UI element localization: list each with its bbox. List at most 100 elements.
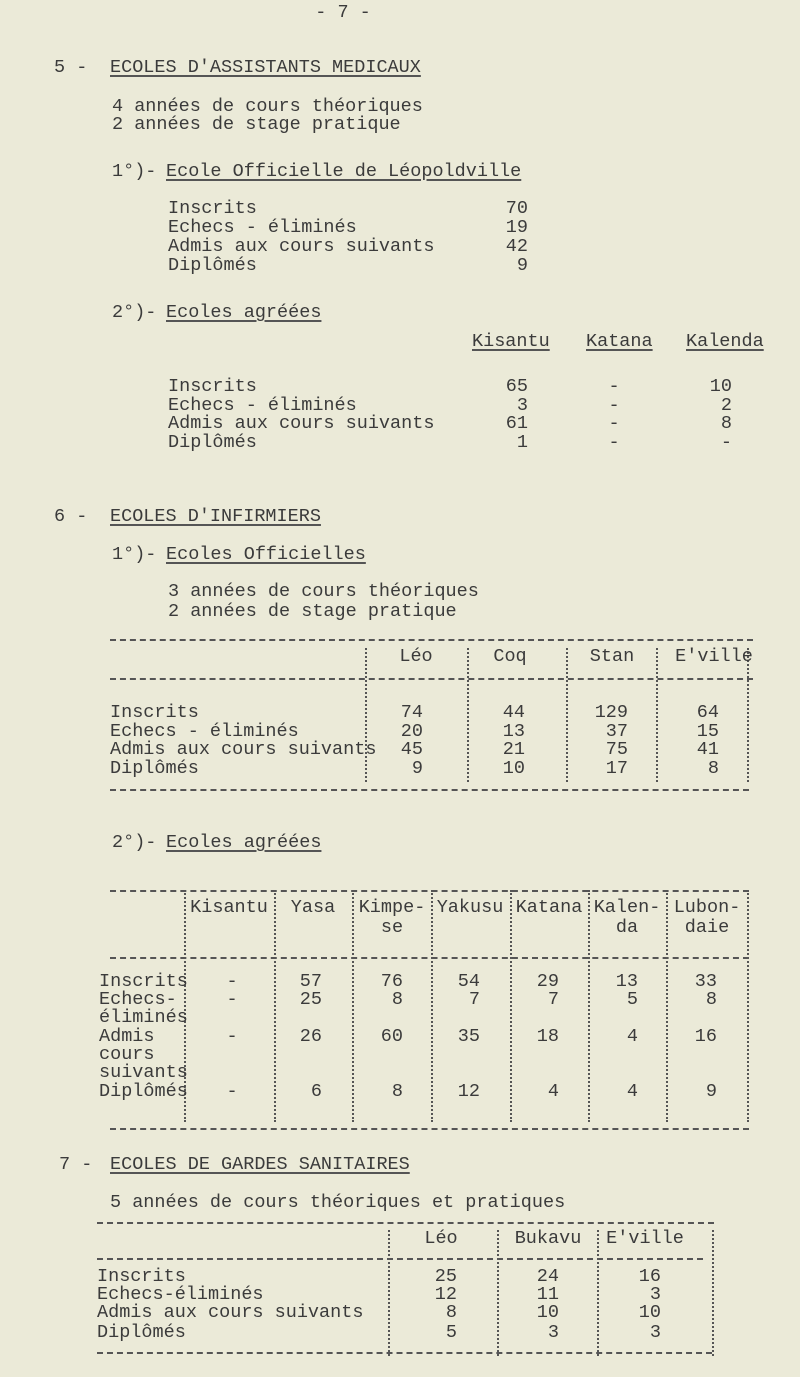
column-header: Katana [515,897,583,918]
cell-value: - [608,376,620,397]
row-label: Admis [99,1026,155,1047]
subsection-number: 1°)- [112,544,157,565]
cell-value: - [226,971,238,992]
row-label: cours [99,1044,155,1065]
table-rule [97,1352,712,1354]
table-rule [110,1128,749,1130]
row-label: Echecs - éliminés [168,217,357,238]
subsection-title: Ecoles agréées [166,302,322,323]
column-separator [184,890,186,1122]
cell-value: - [226,989,238,1010]
row-label: Diplômés [168,432,257,453]
section-title: ECOLES D'ASSISTANTS MEDICAUX [110,57,421,78]
column-header: Kisantu [472,331,550,352]
cell-value: 5 [626,989,638,1010]
cell-value: 9 [705,1081,717,1102]
cell-value: 12 [457,1081,480,1102]
row-label: Admis aux cours suivants [168,236,435,257]
column-separator [597,1230,599,1356]
cell-value: 10 [502,758,525,779]
cell-value: 65 [505,376,528,397]
column-header: Kalen- [593,897,661,918]
cell-value: 2 [720,395,732,416]
row-label: Inscrits [110,702,199,723]
column-separator [747,890,749,1122]
cell-value: 16 [638,1266,661,1287]
row-label: Echecs-éliminés [97,1284,264,1305]
cell-value: 12 [434,1284,457,1305]
column-separator [431,890,433,1122]
column-separator [588,890,590,1122]
description-line: 4 années de cours théoriques [112,96,423,117]
cell-value: 20 [400,721,423,742]
column-header: Yasa [290,897,336,918]
column-header: Yakusu [436,897,504,918]
cell-value: 3 [649,1284,661,1305]
row-value: 19 [505,217,528,238]
cell-value: 75 [605,739,628,760]
cell-value: 10 [638,1302,661,1323]
row-label: Inscrits [97,1266,186,1287]
row-label: Admis aux cours suivants [168,413,435,434]
cell-value: 37 [605,721,628,742]
subsection-number: 2°)- [112,302,157,323]
table-rule [97,1222,714,1224]
section-title: ECOLES D'INFIRMIERS [110,506,321,527]
column-separator [467,648,469,782]
row-label: Diplômés [168,255,257,276]
cell-value: 4 [626,1081,638,1102]
cell-value: 6 [310,1081,322,1102]
cell-value: - [226,1026,238,1047]
cell-value: - [720,432,732,453]
description-line: 2 années de stage pratique [168,601,457,622]
description-line: 3 années de cours théoriques [168,581,479,602]
row-label: Inscrits [168,198,257,219]
cell-value: 61 [505,413,528,434]
row-value: 70 [505,198,528,219]
cell-value: 8 [707,758,719,779]
cell-value: 5 [445,1322,457,1343]
column-header: Lubon- [673,897,741,918]
row-label: Diplômés [97,1322,186,1343]
cell-value: 18 [536,1026,559,1047]
column-separator [352,890,354,1122]
cell-value: 15 [696,721,719,742]
column-header: E'ville [606,1228,684,1249]
column-header: E'ville [675,646,753,667]
cell-value: - [608,395,620,416]
cell-value: 7 [468,989,480,1010]
column-separator [274,890,276,1122]
table-rule [110,957,749,959]
cell-value: - [608,413,620,434]
cell-value: 8 [720,413,732,434]
cell-value: 60 [380,1026,403,1047]
section-title: ECOLES DE GARDES SANITAIRES [110,1154,410,1175]
cell-value: 13 [615,971,638,992]
section-number: 6 - [54,506,88,527]
cell-value: 54 [457,971,480,992]
cell-value: 13 [502,721,525,742]
cell-value: 8 [445,1302,457,1323]
cell-value: 24 [536,1266,559,1287]
row-label: Echecs - éliminés [110,721,299,742]
table-rule [110,639,753,641]
subsection-number: 1°)- [112,161,157,182]
cell-value: 21 [502,739,525,760]
column-header: Kisantu [190,897,268,918]
column-separator [712,1230,714,1356]
column-header: Léo [399,646,433,667]
cell-value: 25 [434,1266,457,1287]
column-separator [497,1230,499,1356]
cell-value: 3 [649,1322,661,1343]
cell-value: 64 [696,702,719,723]
column-separator [566,648,568,782]
cell-value: 16 [694,1026,717,1047]
column-header: Bukavu [514,1228,582,1249]
cell-value: 33 [694,971,717,992]
table-rule [110,678,753,680]
column-separator [365,648,367,782]
cell-value: 74 [400,702,423,723]
row-label: éliminés [99,1007,188,1028]
column-separator [747,648,749,782]
row-label: Admis aux cours suivants [110,739,377,760]
